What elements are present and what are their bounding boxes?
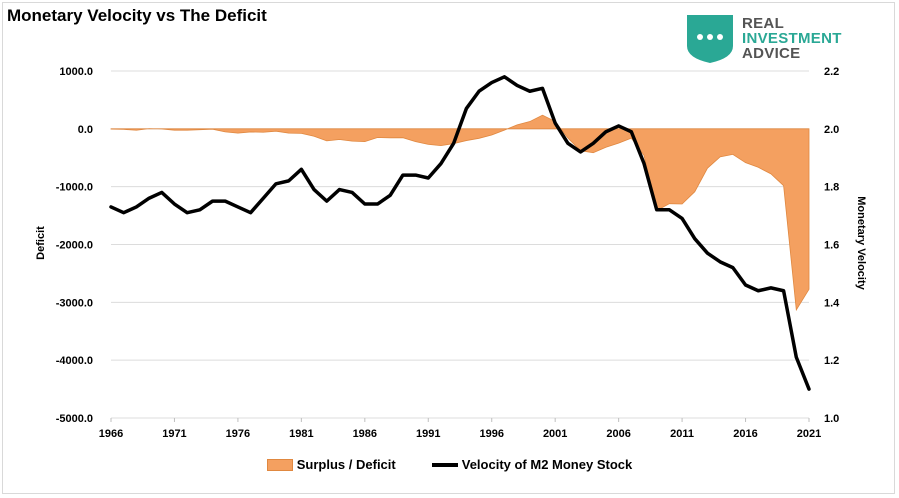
legend-label-deficit: Surplus / Deficit — [296, 457, 396, 472]
right-tick-label: 1.0 — [824, 413, 839, 425]
x-tick-label: 1971 — [162, 428, 186, 440]
right-tick-label: 1.4 — [824, 297, 840, 309]
legend-item-velocity: Velocity of M2 Money Stock — [431, 457, 633, 472]
left-axis-ticks: 1000.0 0.0 -1000.0 -2000.0 -3000.0 -4000.0 -50… — [56, 66, 93, 425]
deficit-area — [110, 114, 810, 312]
legend-swatch-line — [431, 462, 458, 467]
left-tick-label: -5000.0 — [56, 413, 93, 425]
chart-title: Monetary Velocity vs The Deficit — [7, 6, 267, 25]
left-tick-label: -3000.0 — [56, 297, 93, 309]
x-tick-label: 2001 — [543, 428, 567, 440]
x-tick-label: 1981 — [289, 428, 313, 440]
left-tick-label: -4000.0 — [56, 355, 93, 367]
legend-label-velocity: Velocity of M2 Money Stock — [461, 457, 633, 472]
x-tick-label: 2021 — [797, 428, 821, 440]
x-tick-label: 1996 — [479, 428, 503, 440]
left-tick-label: 0.0 — [78, 124, 93, 136]
x-tick-label: 2006 — [606, 428, 630, 440]
right-tick-label: 2.0 — [824, 124, 839, 136]
legend-swatch-area — [266, 458, 293, 471]
logo-line-2: INVESTMENT — [742, 30, 842, 47]
deficit-area-layer — [110, 114, 810, 312]
brand-logo: REAL INVESTMENT ADVICE — [685, 12, 875, 66]
left-tick-label: -2000.0 — [56, 240, 93, 252]
legend: Surplus / Deficit Velocity of M2 Money S… — [0, 457, 899, 472]
x-tick-label: 2016 — [733, 428, 757, 440]
x-tick-label: 2011 — [670, 428, 694, 440]
x-tick-label: 1986 — [353, 428, 377, 440]
velocity-line-layer — [109, 75, 811, 391]
x-tick-label: 1991 — [416, 428, 440, 440]
legend-item-deficit: Surplus / Deficit — [266, 457, 396, 472]
chat-bubble-shield-icon — [687, 15, 733, 63]
left-tick-label: -1000.0 — [56, 182, 93, 194]
right-tick-label: 2.2 — [824, 66, 839, 78]
right-tick-label: 1.8 — [824, 182, 839, 194]
logo-text: REAL INVESTMENT ADVICE — [742, 16, 842, 61]
logo-line-3: ADVICE — [742, 45, 801, 62]
velocity-line — [109, 75, 811, 391]
x-tick-label: 1976 — [226, 428, 250, 440]
left-tick-label: 1000.0 — [59, 66, 93, 78]
right-tick-label: 1.6 — [824, 240, 839, 252]
left-axis-title: Deficit — [35, 226, 47, 260]
right-axis-title: Monetary Velocity — [855, 196, 867, 290]
right-tick-label: 1.2 — [824, 355, 839, 367]
x-axis-ticks: 1966 1971 1976 1981 1986 1991 1996 2001 2006 2011… — [99, 418, 821, 440]
right-axis-ticks: 2.2 2.0 1.8 1.6 1.4 1.2 1.0 — [824, 66, 840, 425]
logo-line-1: REAL — [742, 15, 785, 32]
x-tick-label: 1966 — [99, 428, 123, 440]
